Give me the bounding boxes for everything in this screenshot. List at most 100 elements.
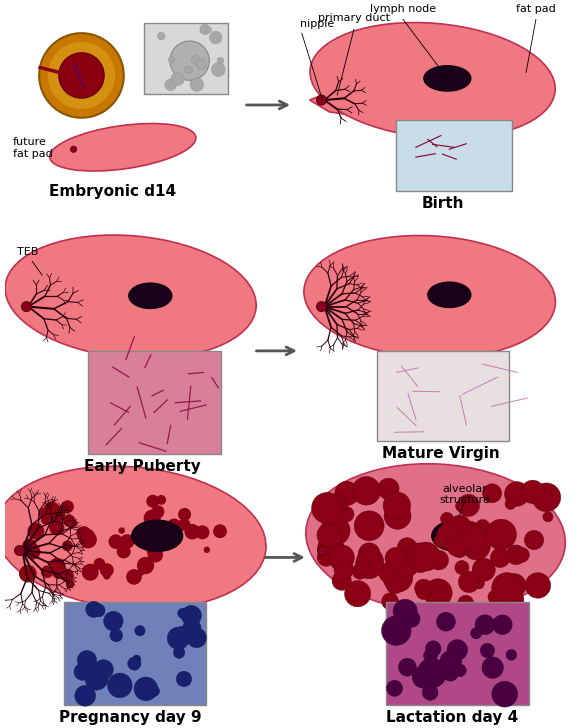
Circle shape bbox=[515, 547, 529, 562]
Circle shape bbox=[317, 301, 327, 312]
Polygon shape bbox=[310, 285, 526, 332]
Circle shape bbox=[137, 557, 154, 574]
Bar bbox=[386, 602, 529, 705]
Text: Pregnancy day 9: Pregnancy day 9 bbox=[59, 710, 202, 725]
Circle shape bbox=[211, 63, 225, 76]
Circle shape bbox=[356, 547, 384, 575]
Circle shape bbox=[182, 619, 201, 637]
Circle shape bbox=[397, 538, 417, 558]
Circle shape bbox=[47, 41, 116, 110]
Circle shape bbox=[411, 542, 440, 571]
Circle shape bbox=[190, 78, 204, 91]
Circle shape bbox=[482, 657, 503, 678]
Circle shape bbox=[210, 31, 222, 44]
Circle shape bbox=[41, 515, 50, 524]
Circle shape bbox=[454, 664, 466, 676]
Circle shape bbox=[86, 601, 102, 617]
Circle shape bbox=[427, 584, 441, 598]
Circle shape bbox=[325, 494, 346, 515]
Circle shape bbox=[78, 660, 93, 674]
Circle shape bbox=[93, 558, 105, 570]
Circle shape bbox=[178, 518, 190, 531]
Circle shape bbox=[186, 628, 206, 648]
Circle shape bbox=[503, 574, 526, 598]
Circle shape bbox=[119, 527, 125, 534]
Circle shape bbox=[323, 538, 342, 556]
Circle shape bbox=[39, 507, 52, 520]
Circle shape bbox=[321, 516, 350, 545]
Circle shape bbox=[458, 521, 482, 545]
Circle shape bbox=[384, 502, 411, 529]
Bar bbox=[376, 351, 510, 441]
Circle shape bbox=[354, 511, 384, 541]
Circle shape bbox=[506, 649, 517, 660]
Circle shape bbox=[432, 585, 448, 601]
Text: Birth: Birth bbox=[421, 197, 464, 211]
Text: nipple: nipple bbox=[300, 19, 334, 29]
Circle shape bbox=[116, 545, 131, 558]
Circle shape bbox=[415, 579, 433, 597]
Circle shape bbox=[379, 563, 399, 583]
Circle shape bbox=[170, 41, 210, 80]
Circle shape bbox=[365, 493, 376, 504]
Circle shape bbox=[525, 530, 544, 550]
Circle shape bbox=[21, 301, 31, 312]
Circle shape bbox=[493, 615, 512, 635]
Circle shape bbox=[66, 580, 74, 588]
Text: TEB: TEB bbox=[17, 248, 38, 258]
Circle shape bbox=[134, 677, 157, 700]
Text: Lactation day 4: Lactation day 4 bbox=[386, 710, 518, 725]
Circle shape bbox=[318, 535, 344, 561]
Circle shape bbox=[104, 612, 123, 630]
Circle shape bbox=[22, 539, 37, 553]
Circle shape bbox=[417, 658, 446, 688]
Circle shape bbox=[100, 563, 113, 577]
Circle shape bbox=[475, 520, 490, 534]
Circle shape bbox=[19, 565, 36, 582]
Circle shape bbox=[52, 566, 65, 579]
Circle shape bbox=[147, 545, 159, 558]
Circle shape bbox=[49, 521, 64, 536]
Circle shape bbox=[144, 510, 161, 527]
Circle shape bbox=[173, 647, 185, 658]
Ellipse shape bbox=[5, 235, 256, 358]
Ellipse shape bbox=[304, 236, 555, 358]
Circle shape bbox=[458, 596, 474, 612]
Circle shape bbox=[398, 658, 416, 676]
Circle shape bbox=[176, 671, 192, 687]
Circle shape bbox=[429, 550, 449, 570]
Circle shape bbox=[133, 655, 141, 663]
Circle shape bbox=[317, 523, 341, 547]
Circle shape bbox=[492, 681, 518, 707]
Ellipse shape bbox=[310, 23, 555, 138]
Circle shape bbox=[61, 569, 74, 582]
Circle shape bbox=[440, 651, 461, 673]
Circle shape bbox=[486, 519, 516, 550]
Circle shape bbox=[404, 611, 420, 628]
Circle shape bbox=[543, 512, 553, 522]
Circle shape bbox=[448, 515, 471, 539]
Circle shape bbox=[488, 590, 501, 604]
Circle shape bbox=[334, 560, 354, 579]
Circle shape bbox=[392, 548, 420, 577]
Circle shape bbox=[411, 554, 430, 573]
Circle shape bbox=[352, 563, 368, 579]
Bar bbox=[396, 119, 512, 191]
Circle shape bbox=[352, 477, 380, 505]
Circle shape bbox=[356, 560, 371, 575]
Circle shape bbox=[449, 529, 460, 540]
Circle shape bbox=[178, 508, 191, 521]
Circle shape bbox=[434, 534, 446, 547]
Ellipse shape bbox=[0, 466, 266, 609]
Circle shape bbox=[504, 482, 529, 506]
Circle shape bbox=[471, 628, 482, 639]
Circle shape bbox=[356, 551, 383, 579]
Circle shape bbox=[332, 571, 351, 590]
Circle shape bbox=[213, 524, 227, 538]
Circle shape bbox=[455, 561, 469, 574]
Circle shape bbox=[472, 558, 495, 582]
Circle shape bbox=[76, 526, 91, 541]
Circle shape bbox=[452, 542, 467, 558]
Circle shape bbox=[74, 663, 91, 681]
Circle shape bbox=[328, 545, 354, 571]
